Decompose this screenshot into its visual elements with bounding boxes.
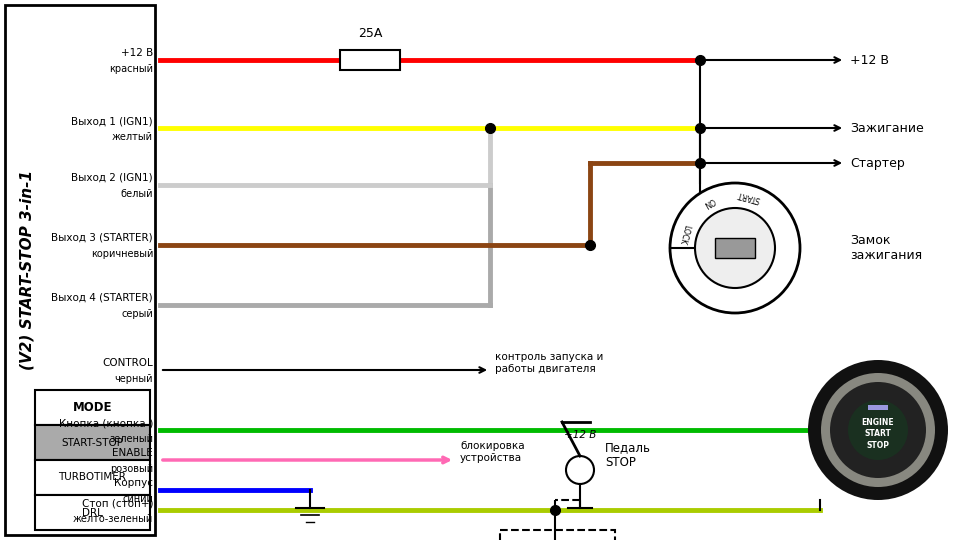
Circle shape [808, 360, 948, 500]
Bar [35, 425, 150, 460]
Text: (V2) START-STOP 3-in-1: (V2) START-STOP 3-in-1 [19, 170, 35, 370]
Text: синий: синий [122, 494, 153, 504]
Text: Выход 4 (STARTER): Выход 4 (STARTER) [52, 293, 153, 303]
Text: Выход 1 (IGN1): Выход 1 (IGN1) [71, 116, 153, 126]
Text: блокировка
устройства: блокировка устройства [460, 441, 524, 463]
Text: DRL: DRL [82, 508, 103, 517]
Bar [35, 390, 150, 425]
Text: красный: красный [109, 64, 153, 74]
Text: кнопка без
фиксации: кнопка без фиксации [855, 408, 924, 436]
Text: CONTROL: CONTROL [103, 358, 153, 368]
Text: Корпус: Корпус [114, 478, 153, 488]
Bar [500, 530, 615, 540]
Circle shape [821, 373, 935, 487]
Text: START-STOP: START-STOP [61, 437, 124, 448]
Text: 25А: 25А [358, 27, 382, 40]
Text: черный: черный [114, 374, 153, 384]
Text: желто-зеленый: желто-зеленый [73, 514, 153, 524]
Text: коричневый: коричневый [90, 249, 153, 259]
Text: ON: ON [701, 195, 716, 209]
Text: розовый: розовый [109, 464, 153, 474]
Bar [868, 405, 888, 410]
Text: серый: серый [121, 309, 153, 319]
Text: Выход 2 (IGN1): Выход 2 (IGN1) [71, 173, 153, 183]
Text: TURBOTIMER: TURBOTIMER [59, 472, 127, 483]
Text: зеленый: зеленый [109, 434, 153, 444]
Circle shape [848, 400, 908, 460]
Text: ENGINE
START
STOP: ENGINE START STOP [862, 418, 895, 450]
Bar [340, 50, 400, 70]
Text: Кнопка (кнопка-): Кнопка (кнопка-) [59, 418, 153, 428]
Bar [35, 495, 150, 530]
Text: Стоп (стоп+): Стоп (стоп+) [82, 498, 153, 508]
Text: Замок
зажигания: Замок зажигания [850, 234, 923, 262]
Text: MODE: MODE [73, 401, 112, 414]
Text: Педаль
STOP: Педаль STOP [605, 441, 651, 469]
Bar [715, 238, 755, 258]
Text: белый: белый [121, 189, 153, 199]
Text: START: START [736, 190, 761, 204]
Circle shape [695, 208, 775, 288]
Text: LOCK: LOCK [677, 224, 691, 245]
Circle shape [566, 456, 594, 484]
Text: ENABLE: ENABLE [112, 448, 153, 458]
Circle shape [670, 183, 800, 313]
Circle shape [830, 382, 926, 478]
Text: желтый: желтый [112, 132, 153, 142]
Text: Зажигание: Зажигание [850, 122, 924, 134]
Text: контроль запуска и
работы двигателя: контроль запуска и работы двигателя [495, 352, 604, 374]
Text: Стартер: Стартер [850, 157, 904, 170]
Bar [5, 5, 155, 535]
Text: +12 В: +12 В [850, 53, 889, 66]
Bar [35, 460, 150, 495]
Text: +12 В: +12 В [564, 430, 596, 440]
Text: Выход 3 (STARTER): Выход 3 (STARTER) [52, 233, 153, 243]
Text: +12 В: +12 В [121, 48, 153, 58]
